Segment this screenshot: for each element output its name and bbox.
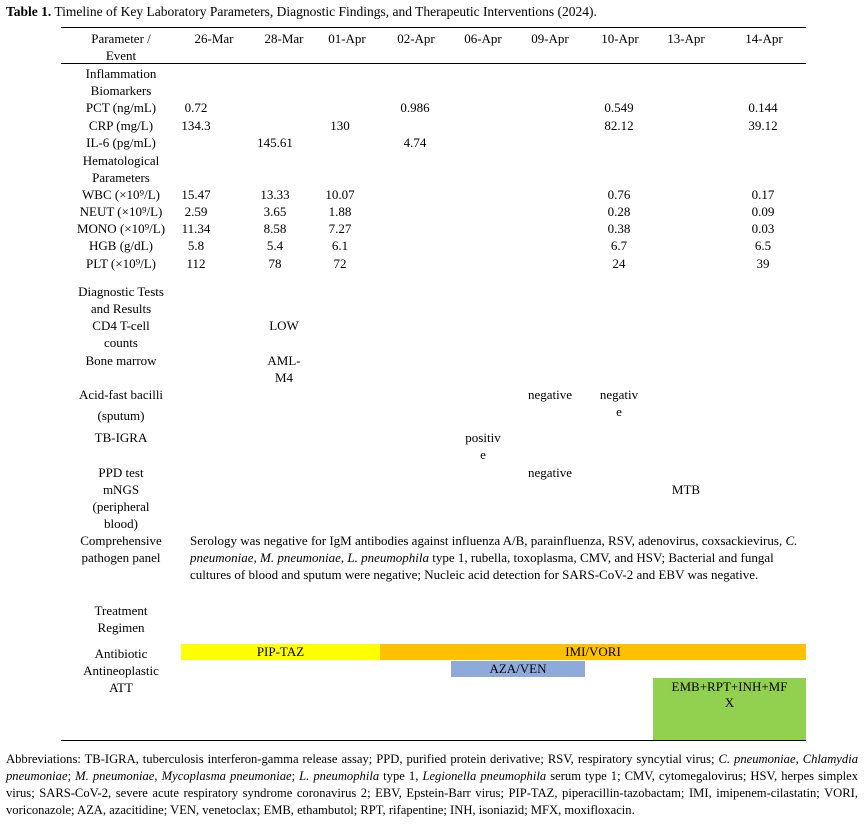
cell-hgb-14-apr: 6.5	[754, 238, 772, 253]
cell-wbc-01-apr: 10.07	[325, 187, 355, 202]
cell-wbc-10-apr: 0.76	[607, 187, 631, 202]
header-parameter: Parameter / Event	[91, 31, 151, 63]
cell-pct-14-apr: 0.144	[748, 100, 778, 115]
cell-pct-02-apr: 0.986	[400, 100, 430, 115]
table-top-rule	[61, 27, 806, 28]
cell-plt-14-apr: 39	[756, 256, 770, 271]
cell-crp-14-apr: 39.12	[748, 118, 778, 133]
afb-value-09apr: negative	[527, 387, 573, 402]
cell-crp-10-apr: 82.12	[604, 118, 634, 133]
cell-wbc-28-mar: 13.33	[260, 187, 290, 202]
row-label-antibiotic: Antibiotic	[94, 646, 148, 661]
cell-plt-10-apr: 24	[612, 256, 626, 271]
row-label-mono: MONO (×10⁹/L)	[76, 221, 166, 236]
cell-mono-10-apr: 0.38	[607, 221, 631, 236]
row-label-att: ATT	[109, 680, 133, 695]
header-rule	[61, 63, 806, 64]
table-caption: Table 1. Timeline of Key Laboratory Para…	[6, 3, 597, 20]
row-label-neut: NEUT (×10⁹/L)	[79, 204, 163, 219]
tb-igra-value: positiv e	[465, 430, 501, 462]
cell-crp-01-apr: 130	[330, 118, 350, 133]
row-label-cd4: CD4 T-cell counts	[92, 318, 150, 350]
header-date: 09-Apr	[531, 31, 569, 46]
row-label-plt: PLT (×10⁹/L)	[85, 256, 156, 271]
cell-neut-14-apr: 0.09	[751, 204, 775, 219]
table-bottom-rule	[61, 740, 806, 741]
cell-il6-02-apr: 4.74	[403, 135, 427, 150]
row-label-pct: PCT (ng/mL)	[85, 100, 157, 115]
bar-aza-ven: AZA/VEN	[451, 661, 585, 677]
row-label-pathogen-panel: Comprehensive pathogen panel	[80, 533, 162, 565]
header-date: 10-Apr	[601, 31, 639, 46]
row-label-crp: CRP (mg/L)	[88, 118, 154, 133]
row-label-bone-marrow: Bone marrow	[85, 353, 157, 368]
section-treatment: Treatment Regimen	[94, 603, 148, 635]
row-label-afb: Acid-fast bacilli (sputum)	[78, 387, 164, 423]
cell-neut-01-apr: 1.88	[328, 204, 352, 219]
afb-value-10apr: negativ e	[599, 387, 639, 419]
cell-hgb-01-apr: 6.1	[331, 238, 349, 253]
cell-wbc-26-mar: 15.47	[181, 187, 211, 202]
cell-plt-28-mar: 78	[268, 256, 282, 271]
cell-neut-28-mar: 3.65	[263, 204, 287, 219]
cell-il6-28-mar: 145.61	[257, 135, 293, 150]
cell-pct-26-mar: 0.72	[184, 100, 208, 115]
row-label-mngs: mNGS (peripheral blood)	[92, 482, 150, 531]
bar-att: EMB+RPT+INH+MF X	[653, 678, 806, 740]
header-date: 13-Apr	[667, 31, 705, 46]
caption-text: Timeline of Key Laboratory Parameters, D…	[51, 4, 597, 19]
cell-hgb-26-mar: 5.8	[187, 238, 205, 253]
cell-mono-28-mar: 8.58	[263, 221, 287, 236]
cell-mono-14-apr: 0.03	[751, 221, 775, 236]
cell-pct-10-apr: 0.549	[604, 100, 634, 115]
caption-label: Table 1.	[6, 4, 52, 19]
cell-mono-26-mar: 11.34	[181, 221, 211, 236]
cell-wbc-14-apr: 0.17	[751, 187, 775, 202]
section-diagnostic: Diagnostic Tests and Results	[78, 284, 164, 316]
row-label-antineoplastic: Antineoplastic	[83, 663, 159, 678]
cell-plt-26-mar: 112	[186, 256, 206, 271]
cell-plt-01-apr: 72	[333, 256, 347, 271]
cell-mono-01-apr: 7.27	[328, 221, 352, 236]
ppd-value: negative	[527, 465, 573, 480]
section-hematological: Hematological Parameters	[82, 153, 160, 185]
header-date: 26-Mar	[194, 31, 234, 46]
cell-hgb-28-mar: 5.4	[266, 238, 284, 253]
cd4-value: LOW	[269, 318, 299, 333]
cell-neut-10-apr: 0.28	[607, 204, 631, 219]
bone-marrow-value: AML- M4	[267, 353, 301, 385]
header-date: 28-Mar	[264, 31, 304, 46]
header-date: 14-Apr	[745, 31, 783, 46]
header-date: 02-Apr	[397, 31, 435, 46]
cell-hgb-10-apr: 6.7	[610, 238, 628, 253]
bar-imi-vori: IMI/VORI	[380, 644, 806, 660]
row-label-wbc: WBC (×10⁹/L)	[82, 187, 160, 202]
pathogen-panel-text: Serology was negative for IgM antibodies…	[190, 533, 798, 582]
cell-crp-26-mar: 134.3	[181, 118, 211, 133]
section-inflammation: Inflammation Biomarkers	[85, 66, 157, 98]
row-label-tb-igra: TB-IGRA	[94, 430, 148, 445]
header-date: 01-Apr	[328, 31, 366, 46]
cell-neut-26-mar: 2.59	[184, 204, 208, 219]
abbreviations-note: Abbreviations: TB-IGRA, tuberculosis int…	[6, 752, 859, 817]
header-date: 06-Apr	[464, 31, 502, 46]
row-label-hgb: HGB (g/dL)	[89, 238, 153, 253]
bar-pip-taz: PIP-TAZ	[181, 644, 380, 660]
row-label-ppd: PPD test	[98, 465, 144, 480]
row-label-il6: IL-6 (pg/mL)	[86, 135, 156, 150]
mngs-value: MTB	[671, 482, 701, 497]
